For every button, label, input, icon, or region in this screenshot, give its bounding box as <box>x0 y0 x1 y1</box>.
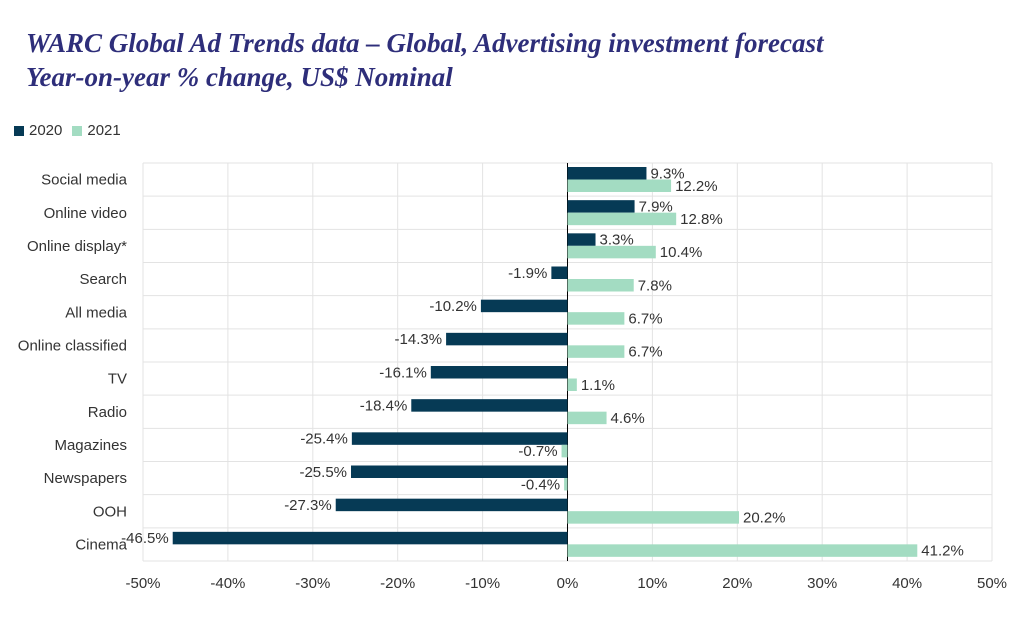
chart-title: WARC Global Ad Trends data – Global, Adv… <box>26 26 824 94</box>
bar-2021-newspapers <box>564 478 568 491</box>
x-tick-label: 50% <box>977 575 1007 592</box>
data-label-2021-online-video: 12.8% <box>680 211 723 228</box>
bar-2021-radio <box>567 411 607 425</box>
category-label-search: Search <box>79 271 127 288</box>
category-label-online-video: Online video <box>44 205 127 222</box>
bar-2021-cinema <box>567 544 918 557</box>
data-label-2020-tv: -16.1% <box>379 364 427 381</box>
data-label-2021-cinema: 41.2% <box>921 543 964 560</box>
legend-swatch-2021 <box>72 125 83 136</box>
bar-2020-all-media <box>480 299 568 313</box>
data-label-2021-online-classified: 6.7% <box>628 344 662 361</box>
x-tick-label: -40% <box>210 575 245 592</box>
bar-2020-social-media <box>567 167 647 180</box>
category-label-tv: TV <box>108 371 127 388</box>
bar-2021-search <box>567 279 634 292</box>
category-label-cinema: Cinema <box>75 536 127 553</box>
data-label-2020-cinema: -46.5% <box>121 530 169 547</box>
x-tick-label: 20% <box>722 575 752 592</box>
chart-legend: 2020 2021 <box>14 122 131 139</box>
data-label-2021-newspapers: -0.4% <box>521 476 560 493</box>
data-label-2020-newspapers: -25.5% <box>299 464 347 481</box>
bar-2020-online-display <box>567 233 596 246</box>
x-tick-label: 0% <box>557 575 579 592</box>
bar-2021-ooh <box>567 511 739 524</box>
bar-2021-all-media <box>567 312 625 325</box>
bar-2021-magazines <box>561 444 568 458</box>
x-tick-label: 40% <box>892 575 922 592</box>
bar-2021-online-classified <box>567 345 625 358</box>
category-label-social-media: Social media <box>41 172 128 189</box>
data-label-2021-search: 7.8% <box>638 277 672 294</box>
data-label-2020-online-classified: -14.3% <box>395 331 443 348</box>
data-label-2021-online-display: 10.4% <box>660 244 703 261</box>
bar-2020-cinema <box>172 531 568 545</box>
category-label-radio: Radio <box>88 404 127 421</box>
bar-2020-search <box>551 266 568 279</box>
data-label-2020-online-display: 3.3% <box>600 232 634 249</box>
data-label-2021-magazines: -0.7% <box>518 443 557 460</box>
category-label-online-classified: Online classified <box>18 337 127 354</box>
bar-2021-online-display <box>567 245 656 259</box>
data-label-2021-all-media: 6.7% <box>628 310 662 327</box>
x-tick-label: 10% <box>637 575 667 592</box>
bar-2020-newspapers <box>351 465 568 478</box>
x-tick-label: 30% <box>807 575 837 592</box>
bar-2020-magazines <box>351 432 568 445</box>
legend-item-2021: 2021 <box>72 122 121 139</box>
legend-item-2020: 2020 <box>14 122 62 139</box>
x-tick-label: -50% <box>125 575 160 592</box>
data-label-2021-radio: 4.6% <box>611 410 645 427</box>
legend-label-2021: 2021 <box>87 122 121 139</box>
category-label-ooh: OOH <box>93 503 127 520</box>
data-label-2020-magazines: -25.4% <box>300 431 348 448</box>
data-label-2020-radio: -18.4% <box>360 397 408 414</box>
category-label-newspapers: Newspapers <box>44 470 127 487</box>
legend-label-2020: 2020 <box>29 122 63 139</box>
chart-title-line-1: WARC Global Ad Trends data – Global, Adv… <box>26 28 824 58</box>
legend-swatch-2020 <box>14 125 24 136</box>
x-tick-label: -30% <box>295 575 330 592</box>
data-label-2020-search: -1.9% <box>508 265 547 282</box>
x-tick-label: -10% <box>465 575 500 592</box>
bar-2020-radio <box>411 399 568 412</box>
x-tick-label: -20% <box>380 575 415 592</box>
data-label-2021-tv: 1.1% <box>581 377 615 394</box>
bar-2021-tv <box>567 378 577 391</box>
data-label-2020-online-video: 7.9% <box>639 198 673 215</box>
data-label-2021-social-media: 12.2% <box>675 178 718 195</box>
data-label-2021-ooh: 20.2% <box>743 509 786 526</box>
data-label-2020-ooh: -27.3% <box>284 497 332 514</box>
category-label-online-display: Online display* <box>27 238 127 255</box>
chart-title-line-2: Year-on-year % change, US$ Nominal <box>26 62 453 92</box>
category-label-all-media: All media <box>65 304 127 321</box>
data-label-2020-all-media: -10.2% <box>429 298 477 315</box>
bar-2020-online-classified <box>446 332 568 346</box>
bar-2020-ooh <box>335 498 568 512</box>
bar-2021-social-media <box>567 179 672 192</box>
category-label-magazines: Magazines <box>54 437 127 454</box>
bar-2020-online-video <box>567 200 635 213</box>
bar-2021-online-video <box>567 212 677 226</box>
bar-2020-tv <box>430 366 568 379</box>
data-label-2020-social-media: 9.3% <box>650 165 684 182</box>
